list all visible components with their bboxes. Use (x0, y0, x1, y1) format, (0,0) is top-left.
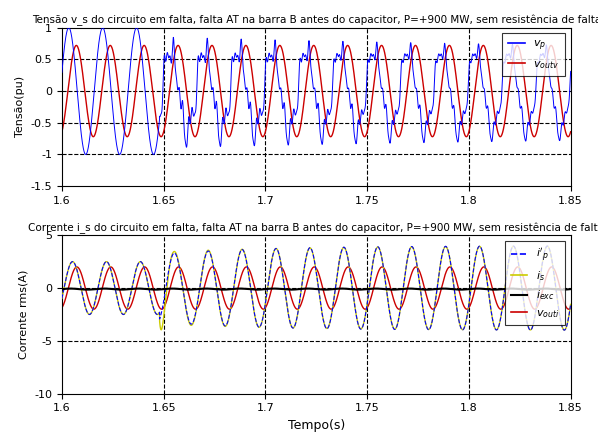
Legend: $i'_p$, $i_s$, $i_{exc}$, $v_{outi}$: $i'_p$, $i_s$, $i_{exc}$, $v_{outi}$ (505, 241, 565, 325)
Y-axis label: Corrente rms(A): Corrente rms(A) (19, 270, 29, 359)
Y-axis label: Tensão(pu): Tensão(pu) (15, 76, 25, 138)
Title: Corrente i_s do circuito em falta, falta AT na barra B antes do capacitor, P=+90: Corrente i_s do circuito em falta, falta… (28, 223, 598, 234)
Title: Tensão v_s do circuito em falta, falta AT na barra B antes do capacitor, P=+900 : Tensão v_s do circuito em falta, falta A… (32, 15, 598, 26)
X-axis label: Tempo(s): Tempo(s) (288, 419, 345, 432)
Legend: $v_p$, $v_{outv}$: $v_p$, $v_{outv}$ (502, 33, 565, 76)
